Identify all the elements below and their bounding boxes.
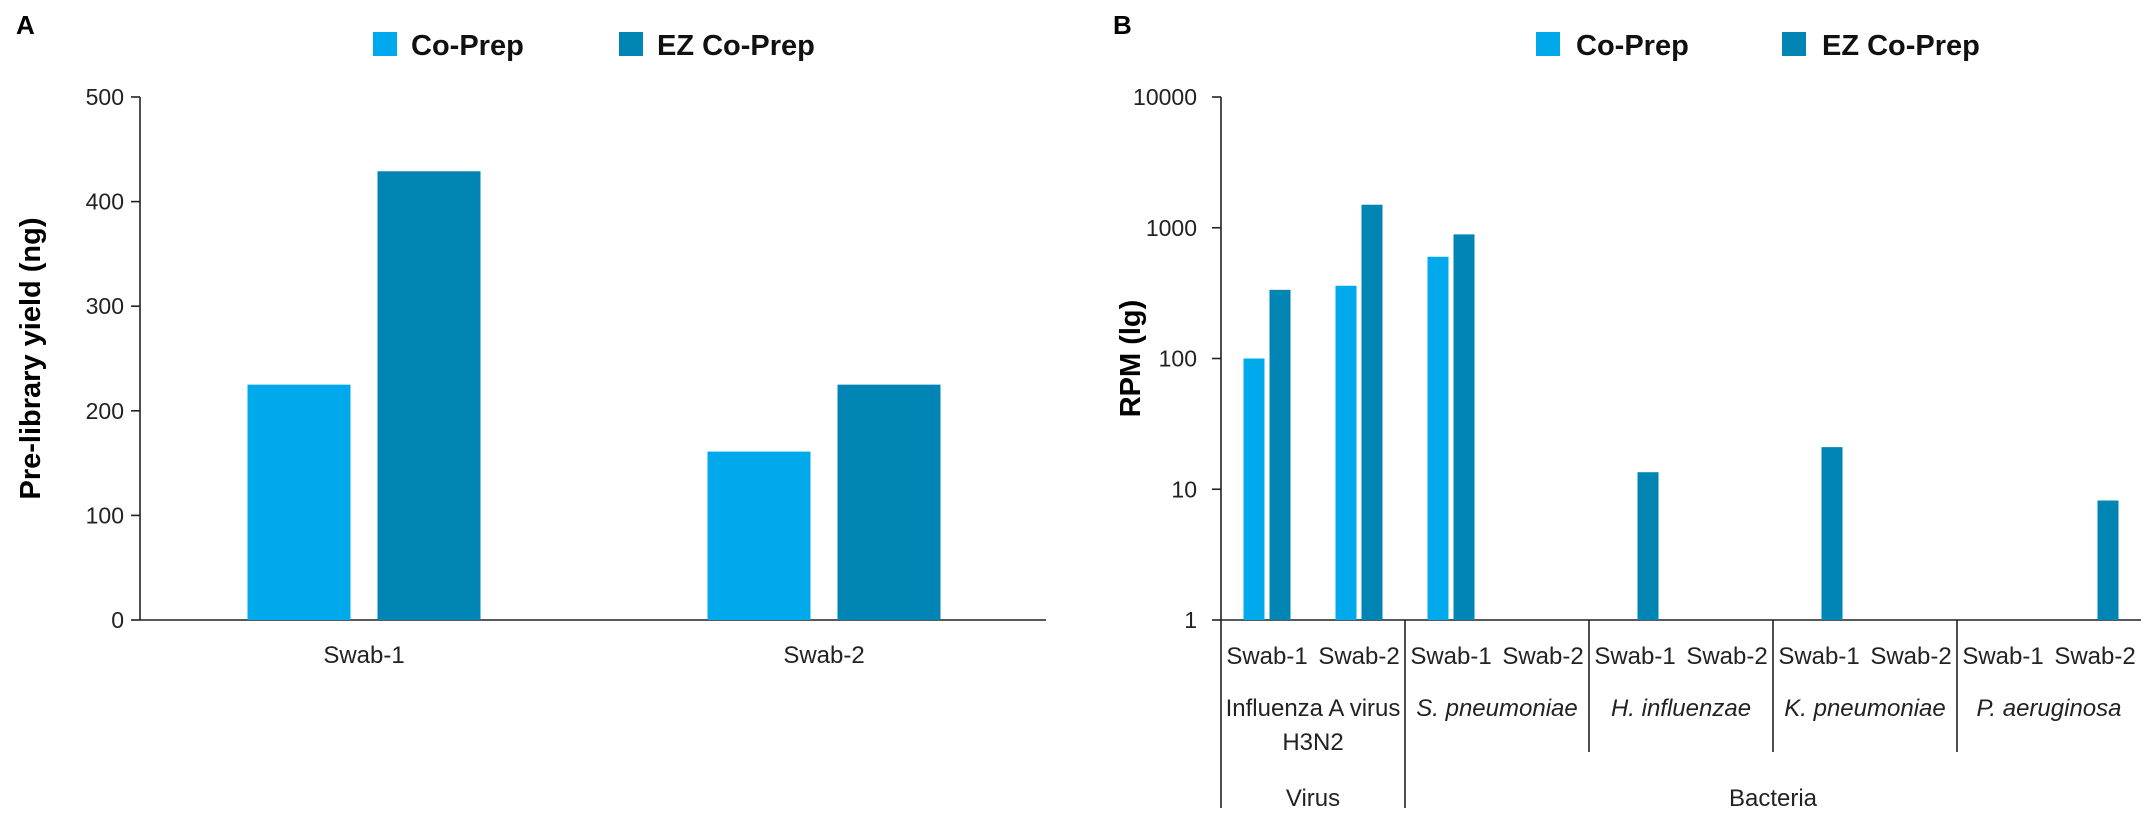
group-label: S. pneumoniae <box>1416 695 1577 722</box>
bar-ez-co-prep <box>1637 472 1659 620</box>
legend-b: Co-Prep EZ Co-Prep <box>1536 30 1980 62</box>
bar-co-prep <box>1427 256 1449 620</box>
x-tick-label-b: Swab-2 <box>1318 643 1399 670</box>
bar-ez-co-prep <box>1821 447 1843 620</box>
x-tick-label-b: Swab-2 <box>1870 643 1951 670</box>
x-tick-label-b: Swab-1 <box>1594 643 1675 670</box>
legend-a: Co-Prep EZ Co-Prep <box>373 30 815 62</box>
y-axis-title-a: Pre-library yield (ng) <box>15 217 47 499</box>
y-tick-label-b: 100 <box>1159 346 1197 372</box>
legend-label: EZ Co-Prep <box>657 30 815 62</box>
group-label: H. influenzae <box>1611 695 1751 722</box>
y-tick-label-b: 1000 <box>1146 215 1197 241</box>
bar-ez-co-prep <box>1453 234 1475 621</box>
bar-ez-co-prep <box>1269 289 1291 620</box>
legend-label: EZ Co-Prep <box>1822 30 1980 62</box>
bar-ez-co-prep <box>2097 500 2119 620</box>
y-tick-label-a: 100 <box>86 502 124 528</box>
bar-ez-co-prep-swab-1 <box>377 171 481 621</box>
y-tick-label-b: 10000 <box>1133 84 1197 110</box>
y-axis-title-b: RPM (lg) <box>1115 300 1147 418</box>
y-tick-label-b: 1 <box>1184 607 1197 633</box>
group-label: Influenza A virus <box>1226 695 1401 722</box>
bar-co-prep <box>1243 358 1265 620</box>
panel-label-a: A <box>16 10 35 40</box>
x-tick-label-b: Swab-1 <box>1778 643 1859 670</box>
bar-ez-co-prep-swab-2 <box>837 384 941 620</box>
x-tick-label-b: Swab-1 <box>1226 643 1307 670</box>
bar-co-prep <box>1335 285 1357 620</box>
legend-swatch-ez-co-prep <box>619 32 643 56</box>
x-tick-label-a: Swab-2 <box>783 642 864 669</box>
legend-swatch-co-prep <box>1536 32 1560 56</box>
legend-label: Co-Prep <box>1576 30 1689 62</box>
bar-co-prep-swab-1 <box>247 384 351 620</box>
y-tick-label-b: 10 <box>1171 476 1197 502</box>
panel-b: B Co-Prep EZ Co-Prep 1 10 100 1000 10000 RPM (lg… <box>1113 10 2141 812</box>
panel-label-b: B <box>1113 10 1132 40</box>
supergroup-label: Bacteria <box>1729 785 1818 812</box>
legend-swatch-co-prep <box>373 32 397 56</box>
group-label-line2: H3N2 <box>1282 729 1343 756</box>
legend-swatch-ez-co-prep <box>1782 32 1806 56</box>
y-tick-label-a: 200 <box>86 398 124 424</box>
supergroup-label: Virus <box>1286 785 1340 812</box>
y-tick-label-a: 300 <box>86 293 124 319</box>
x-tick-label-a: Swab-1 <box>323 642 404 669</box>
x-tick-label-b: Swab-1 <box>1410 643 1491 670</box>
legend-label: Co-Prep <box>411 30 524 62</box>
x-tick-label-b: Swab-2 <box>2054 643 2135 670</box>
x-tick-label-b: Swab-2 <box>1502 643 1583 670</box>
x-tick-label-b: Swab-1 <box>1962 643 2043 670</box>
group-label: K. pneumoniae <box>1784 695 1945 722</box>
bar-ez-co-prep <box>1361 204 1383 620</box>
y-tick-label-a: 0 <box>111 607 124 633</box>
group-label: P. aeruginosa <box>1976 695 2121 722</box>
y-tick-label-a: 500 <box>86 84 124 110</box>
x-tick-label-b: Swab-2 <box>1686 643 1767 670</box>
y-tick-label-a: 400 <box>86 189 124 215</box>
panel-a: A Co-Prep EZ Co-Prep 0 100 200 300 400 500 Pre-li… <box>15 10 1046 669</box>
bar-co-prep-swab-2 <box>707 451 811 620</box>
